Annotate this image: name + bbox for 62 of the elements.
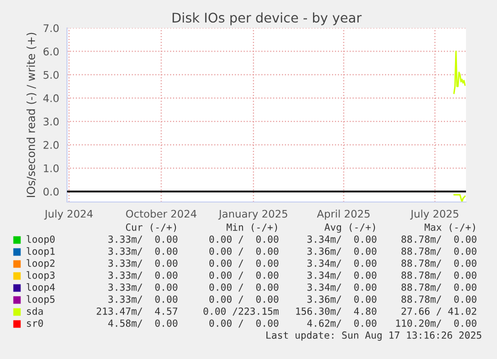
text: 88.78m/ 0.00 — [402, 283, 476, 292]
text: 3.34m/ 0.00 — [307, 259, 376, 268]
text: 3.34m/ 0.00 — [307, 271, 376, 280]
text: 88.78m/ 0.00 — [402, 247, 476, 256]
text: 3.33m/ 0.00 — [108, 247, 178, 256]
legend-label: loop4 — [26, 283, 55, 293]
text: Last update: Sun Aug 17 13:16:26 2025 — [266, 331, 482, 341]
y-axis-title: IOs/second read (-) / write (+) — [26, 32, 36, 198]
text: 0.00 / 0.00 — [209, 283, 278, 292]
text: 0.00 / 0.00 — [209, 295, 278, 304]
legend-label: sr0 — [27, 319, 43, 327]
text: 0.00 / 0.00 — [209, 319, 278, 328]
y-tick-label: 6.0 — [44, 48, 59, 56]
text: 88.78m/ 0.00 — [402, 271, 476, 280]
legend-label: loop1 — [26, 247, 55, 257]
text: 3.33m/ 0.00 — [108, 235, 178, 244]
text: Avg (-/+) — [324, 223, 375, 233]
text: 3.33m/ 0.00 — [108, 259, 178, 268]
text: 0.00 / 0.00 — [209, 247, 278, 256]
text: 156.30m/ 4.80 — [296, 307, 376, 316]
line-series — [453, 50, 466, 94]
legend-label: loop5 — [26, 295, 54, 305]
x-tick-label: January 2025 — [218, 210, 288, 220]
legend-label: loop0 — [26, 235, 55, 245]
x-tick-label: April 2025 — [316, 210, 370, 220]
text: Max (-/+) — [424, 223, 475, 232]
y-tick-label: 1.0 — [44, 164, 59, 172]
text: 27.66 / 41.02 — [402, 307, 476, 316]
text: Cur (-/+) — [126, 223, 176, 232]
line-series — [453, 194, 466, 202]
y-tick-label: 7.0 — [44, 24, 59, 32]
text: 0.00 / 0.00 — [209, 259, 278, 268]
text: 88.78m/ 0.00 — [402, 235, 476, 244]
text: 0.00 /223.15m — [204, 307, 279, 316]
x-tick-label: July 2025 — [410, 210, 458, 220]
y-tick-label: 2.0 — [44, 141, 59, 149]
text: 88.78m/ 0.00 — [402, 295, 476, 304]
text: 4.62m/ 0.00 — [307, 319, 376, 328]
chart-title: Disk IOs per device - by year — [172, 12, 362, 26]
text: 3.36m/ 0.00 — [307, 247, 376, 256]
text: 3.33m/ 0.00 — [108, 295, 178, 304]
text: 3.34m/ 0.00 — [307, 235, 376, 244]
text: 3.33m/ 0.00 — [108, 271, 178, 280]
text: 213.47m/ 4.57 — [96, 307, 178, 316]
text: 88.78m/ 0.00 — [402, 259, 476, 268]
y-tick-label: 5.0 — [44, 70, 59, 79]
text: 0.00 / 0.00 — [209, 271, 278, 280]
y-tick-label: 3.0 — [44, 118, 59, 126]
text: 110.20m/ 0.00 — [396, 319, 476, 328]
text: Min (-/+) — [226, 223, 277, 232]
legend-label: loop2 — [26, 259, 54, 269]
text: 3.34m/ 0.00 — [307, 283, 376, 292]
legend-label: loop3 — [26, 271, 55, 281]
y-tick-label: 0.0 — [43, 188, 59, 196]
text: 3.36m/ 0.00 — [307, 295, 376, 304]
text: 3.33m/ 0.00 — [108, 283, 178, 292]
text: 0.00 / 0.00 — [209, 235, 278, 244]
legend-label: sda — [27, 307, 43, 315]
x-tick-label: July 2024 — [44, 210, 93, 220]
y-tick-label: 4.0 — [43, 94, 59, 102]
text: 4.58m/ 0.00 — [108, 319, 178, 328]
x-tick-label: October 2024 — [126, 210, 196, 218]
